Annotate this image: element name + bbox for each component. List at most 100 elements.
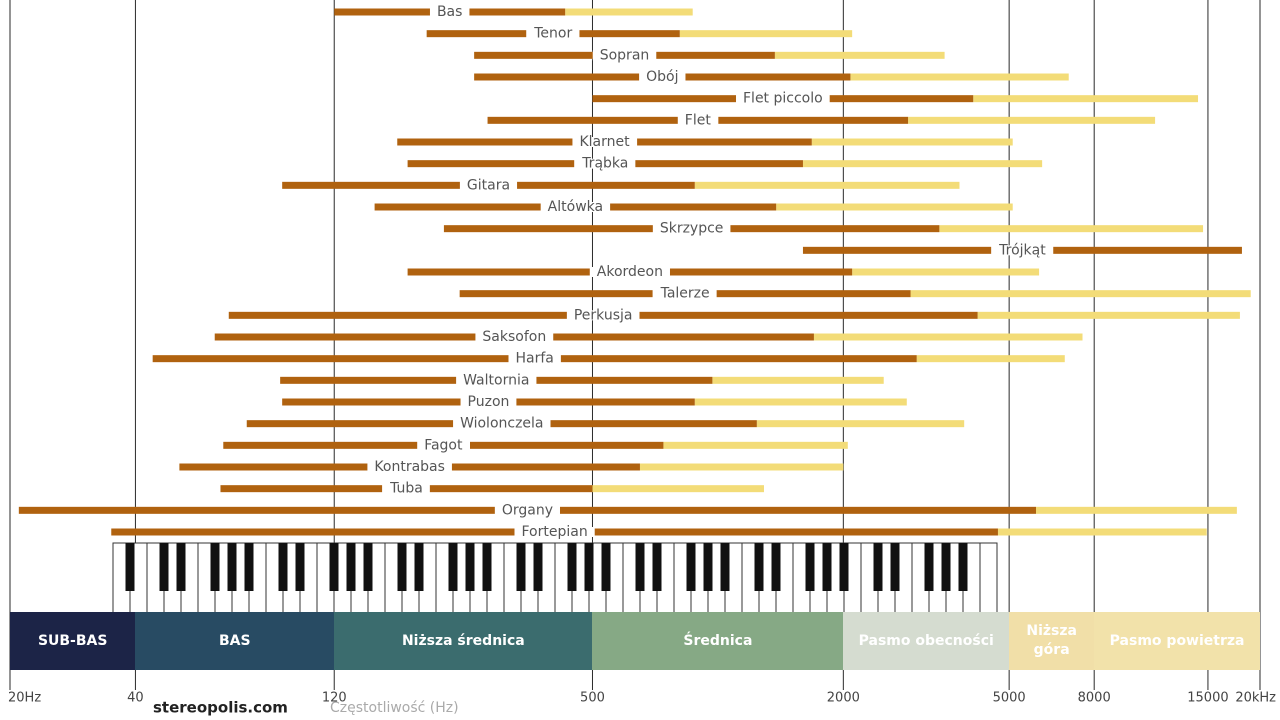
label-gap	[652, 223, 731, 234]
label-gap	[460, 397, 517, 407]
piano-black-key	[125, 543, 135, 591]
piano-black-key	[754, 543, 764, 591]
label-gap	[514, 527, 595, 537]
instrument-label: Akordeon	[597, 264, 663, 280]
instrument-label: Trąbka	[581, 156, 628, 172]
piano-black-key	[941, 543, 951, 591]
instrument-label: Obój	[646, 69, 678, 85]
instrument-label: Waltornia	[463, 372, 529, 388]
instrument-label: Gitara	[467, 177, 510, 193]
label-gap	[991, 245, 1054, 256]
label-gap	[592, 50, 657, 61]
piano-black-key	[805, 543, 815, 591]
label-gap	[453, 418, 551, 429]
harmonic-range	[663, 441, 848, 449]
x-tick-label: 2000	[827, 691, 860, 706]
frequency-band: SUB-BAS	[10, 612, 136, 670]
label-gap	[456, 375, 537, 386]
frequency-band: Pasmo powietrza	[1094, 612, 1260, 670]
frequency-band: Niższa średnica	[334, 612, 593, 670]
label-gap	[677, 115, 719, 126]
piano-black-key	[465, 543, 475, 591]
label-gap	[475, 332, 554, 342]
piano-black-key	[414, 543, 424, 591]
label-gap	[736, 93, 830, 104]
label-gap	[572, 137, 638, 147]
label-gap	[540, 202, 611, 212]
instrument-label: Sopran	[600, 47, 650, 63]
piano-black-key	[686, 543, 696, 591]
harmonic-range	[997, 528, 1207, 536]
harmonic-range	[694, 398, 907, 406]
x-tick-label: 20Hz	[8, 691, 41, 706]
harmonic-range	[694, 181, 960, 189]
instrument-label: Wiolonczela	[460, 416, 543, 432]
piano-black-key	[244, 543, 254, 591]
frequency-band: Średnica	[592, 612, 844, 670]
piano-black-key	[227, 543, 237, 591]
harmonic-range	[850, 73, 1069, 81]
piano-black-key	[771, 543, 781, 591]
label-gap	[459, 180, 518, 191]
piano-black-key	[363, 543, 373, 591]
harmonic-range	[852, 268, 1040, 276]
piano-black-key	[448, 543, 458, 591]
harmonic-range	[973, 95, 1199, 103]
piano-black-key	[839, 543, 849, 591]
instrument-label: Bas	[437, 4, 462, 20]
harmonic-range	[977, 311, 1240, 319]
instrument-label: Talerze	[660, 286, 710, 302]
label-gap	[526, 28, 580, 39]
harmonic-range	[774, 51, 945, 59]
harmonic-range	[756, 420, 965, 428]
piano-black-key	[958, 543, 968, 591]
x-tick-label: 15000	[1187, 691, 1228, 706]
label-gap	[508, 353, 561, 364]
piano-black-key	[278, 543, 288, 591]
instrument-label: Flet	[685, 112, 712, 128]
harmonic-range	[939, 225, 1204, 233]
harmonic-range	[811, 138, 1013, 146]
piano-black-key	[924, 543, 934, 591]
piano-black-key	[635, 543, 645, 591]
instrument-label: Perkusja	[574, 307, 633, 323]
piano-black-key	[210, 543, 220, 591]
piano-black-key	[873, 543, 883, 591]
x-tick-label: 5000	[993, 691, 1026, 706]
piano-black-key	[652, 543, 662, 591]
piano-black-key	[890, 543, 900, 591]
instrument-label: Kontrabas	[374, 459, 445, 475]
instrument-label: Tenor	[533, 26, 572, 42]
x-tick-label: 120	[322, 691, 347, 706]
piano-black-key	[329, 543, 339, 591]
harmonic-range	[908, 116, 1156, 124]
piano-black-key	[482, 543, 492, 591]
x-tick-label: 20kHz	[1235, 691, 1276, 706]
piano-black-key	[601, 543, 611, 591]
harmonic-range	[776, 203, 1013, 211]
piano-black-key	[567, 543, 577, 591]
frequency-band: Pasmo obecności	[843, 612, 1010, 670]
label-gap	[367, 462, 452, 472]
harmonic-range	[565, 8, 693, 16]
instrument-label: Saksofon	[482, 329, 546, 345]
instrument-label: Tuba	[389, 481, 423, 497]
instrument-label: Fortepian	[521, 524, 587, 540]
piano-black-key	[533, 543, 543, 591]
x-axis-title: Częstotliwość (Hz)	[330, 700, 459, 716]
label-gap	[589, 267, 670, 277]
piano-black-key	[159, 543, 169, 591]
label-gap	[417, 440, 471, 451]
instrument-label: Harfa	[516, 351, 554, 367]
piano-black-key	[516, 543, 526, 591]
label-gap	[566, 310, 640, 321]
piano-black-key	[176, 543, 186, 591]
harmonic-range	[679, 30, 853, 38]
label-gap	[574, 158, 636, 169]
instrument-label: Fagot	[424, 437, 463, 453]
harmonic-range	[802, 160, 1043, 168]
harmonic-range	[916, 355, 1065, 363]
piano-black-key	[295, 543, 305, 591]
